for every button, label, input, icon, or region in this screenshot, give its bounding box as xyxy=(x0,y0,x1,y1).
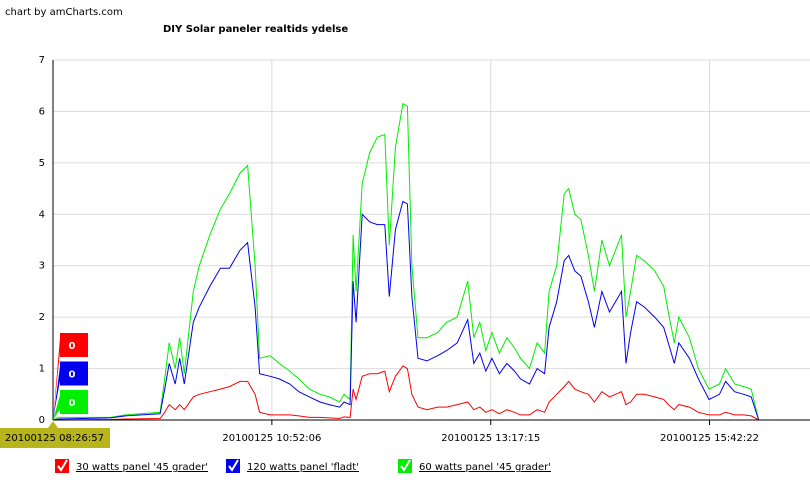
cursor-balloon xyxy=(60,333,88,357)
x-tick-label: 20100125 15:42:22 xyxy=(660,433,759,444)
cursor-date-pointer xyxy=(48,421,58,428)
series-line xyxy=(52,102,760,421)
legend-check[interactable] xyxy=(57,459,68,472)
cursor-pointer xyxy=(53,395,60,420)
y-tick-label: 2 xyxy=(39,312,45,323)
y-tick-label: 7 xyxy=(39,55,45,66)
series-line xyxy=(53,365,759,421)
legend-label[interactable]: 30 watts panel '45 grader' xyxy=(76,462,208,473)
cursor-pointer xyxy=(53,366,60,420)
cursor-balloon xyxy=(60,390,88,414)
cursor-pointer xyxy=(53,338,60,420)
cursor-balloon xyxy=(60,361,88,386)
cursor-value: 0 xyxy=(69,341,76,352)
chart-title: DIY Solar paneler realtids ydelse xyxy=(163,24,348,35)
cursor-value: 0 xyxy=(69,370,76,381)
y-tick-label: 4 xyxy=(39,209,45,220)
x-tick-label: 20100125 10:52:06 xyxy=(222,433,321,444)
legend-check[interactable] xyxy=(400,459,411,472)
legend-label[interactable]: 60 watts panel '45 grader' xyxy=(419,462,551,473)
legend-check[interactable] xyxy=(228,459,239,472)
cursor-date: 20100125 08:26:57 xyxy=(5,433,104,444)
overlay: 0 0 0 20100125 08:26:57 30 watts panel '45 g… xyxy=(0,60,551,473)
legend-label[interactable]: 120 watts panel 'fladt' xyxy=(247,462,359,473)
x-tick-label: 20100125 13:17:15 xyxy=(441,433,540,444)
grid: 0 1 2 3 4 5 6 7 20100125 10:52:06 20100125 13:17:… xyxy=(39,55,810,444)
series-line xyxy=(52,200,760,421)
credit[interactable]: chart by amCharts.com xyxy=(5,7,123,18)
y-tick-label: 0 xyxy=(39,415,45,426)
y-tick-label: 1 xyxy=(39,364,45,375)
y-tick-label: 3 xyxy=(39,261,45,272)
cursor-date-box xyxy=(0,428,110,448)
y-tick-label: 6 xyxy=(39,106,45,117)
lines xyxy=(52,102,760,421)
y-tick-label: 5 xyxy=(39,158,45,169)
cursor-value: 0 xyxy=(69,398,76,409)
